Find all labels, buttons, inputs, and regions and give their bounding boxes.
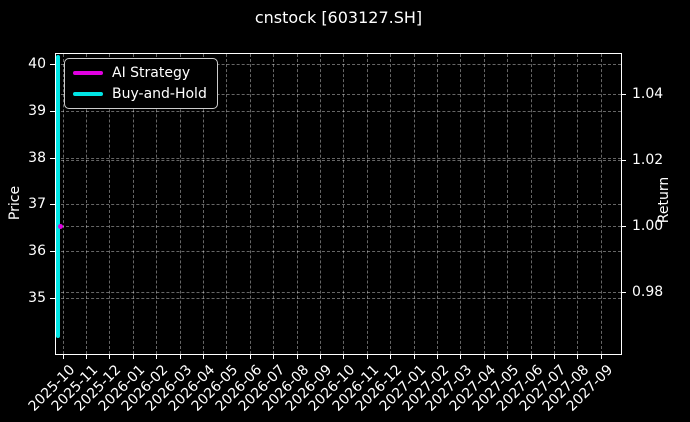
price-tick-label: 36	[28, 243, 46, 260]
gridline-horizontal	[56, 204, 621, 206]
x-tick-mark	[249, 354, 251, 359]
legend-line-ai-strategy	[73, 71, 103, 75]
return-tick-label: 1.02	[632, 152, 664, 169]
gridline-vertical	[62, 54, 64, 354]
ai-strategy-dot	[57, 223, 63, 229]
price-tick-mark	[50, 157, 55, 159]
gridline-horizontal	[56, 251, 621, 253]
x-tick-mark	[273, 354, 275, 359]
chart-title: cnstock [603127.SH]	[254, 8, 423, 27]
return-tick-mark	[621, 226, 626, 228]
gridline-horizontal	[56, 157, 621, 159]
gridline-vertical	[553, 54, 555, 354]
x-tick-mark	[483, 354, 485, 359]
x-tick-mark	[366, 354, 368, 359]
gridline-vertical	[156, 54, 158, 354]
price-tick-mark	[50, 297, 55, 299]
plot-area: AI Strategy Buy-and-Hold 2025-10 2025-11 2…	[25, 53, 663, 415]
gridline-vertical	[390, 54, 392, 354]
gridline-horizontal	[56, 64, 621, 66]
gridline-horizontal	[56, 226, 621, 228]
price-tick-mark	[50, 204, 55, 206]
price-tick-label: 37	[28, 196, 46, 213]
gridline-vertical	[413, 54, 415, 354]
gridline-vertical	[249, 54, 251, 354]
return-tick-label: 1.04	[632, 85, 664, 102]
gridline-vertical	[202, 54, 204, 354]
x-tick-mark	[530, 354, 532, 359]
gridline-horizontal	[56, 160, 621, 162]
gridline-vertical	[179, 54, 181, 354]
x-tick-mark	[202, 354, 204, 359]
gridline-horizontal	[56, 93, 621, 95]
price-tick-label: 35	[28, 289, 46, 306]
gridline-vertical	[600, 54, 602, 354]
x-tick-mark	[460, 354, 462, 359]
x-tick-mark	[390, 354, 392, 359]
x-tick-mark	[553, 354, 555, 359]
legend-label-ai-strategy: AI Strategy	[112, 65, 191, 81]
x-tick-mark	[507, 354, 509, 359]
return-tick-label: 1.00	[632, 218, 664, 235]
x-tick-mark	[109, 354, 111, 359]
gridline-vertical	[226, 54, 228, 354]
x-tick-mark	[319, 354, 321, 359]
x-tick-mark	[85, 354, 87, 359]
gridline-vertical	[507, 54, 509, 354]
gridline-horizontal	[56, 292, 621, 294]
gridline-vertical	[85, 54, 87, 354]
legend-label-buy-and-hold: Buy-and-Hold	[112, 86, 207, 102]
x-tick-mark	[436, 354, 438, 359]
gridline-vertical	[436, 54, 438, 354]
return-tick-mark	[621, 160, 626, 162]
price-tick-label: 38	[28, 149, 46, 166]
x-tick-mark	[179, 354, 181, 359]
gridline-vertical	[577, 54, 579, 354]
gridline-vertical	[366, 54, 368, 354]
x-tick-mark	[226, 354, 228, 359]
x-tick-mark	[132, 354, 134, 359]
legend-item-ai-strategy: AI Strategy	[73, 65, 207, 81]
gridline-vertical	[109, 54, 111, 354]
x-tick-mark	[62, 354, 64, 359]
price-tick-mark	[50, 64, 55, 66]
legend-item-buy-and-hold: Buy-and-Hold	[73, 86, 207, 102]
price-tick-label: 40	[28, 56, 46, 73]
gridline-vertical	[132, 54, 134, 354]
x-tick-mark	[600, 354, 602, 359]
gridline-vertical	[460, 54, 462, 354]
return-tick-mark	[621, 93, 626, 95]
legend-line-buy-and-hold	[73, 92, 103, 96]
gridline-horizontal	[56, 111, 621, 112]
price-tick-label: 39	[28, 103, 46, 119]
x-tick-mark	[296, 354, 298, 359]
gridline-vertical	[483, 54, 485, 354]
x-tick-mark	[156, 354, 158, 359]
x-tick-mark	[577, 354, 579, 359]
return-tick-label: 0.98	[632, 284, 664, 301]
return-axis-label: Return	[656, 176, 672, 224]
gridline-vertical	[343, 54, 345, 354]
x-tick-mark	[343, 354, 345, 359]
price-tick-mark	[50, 251, 55, 253]
buy-and-hold-line	[56, 54, 61, 338]
gridline-vertical	[296, 54, 298, 354]
return-tick-mark	[621, 292, 626, 294]
gridline-horizontal	[56, 297, 621, 299]
gridline-vertical	[273, 54, 275, 354]
price-tick-mark	[50, 111, 55, 112]
x-tick-mark	[413, 354, 415, 359]
legend: AI Strategy Buy-and-Hold	[64, 58, 218, 109]
gridline-vertical	[530, 54, 532, 354]
gridline-vertical	[319, 54, 321, 354]
